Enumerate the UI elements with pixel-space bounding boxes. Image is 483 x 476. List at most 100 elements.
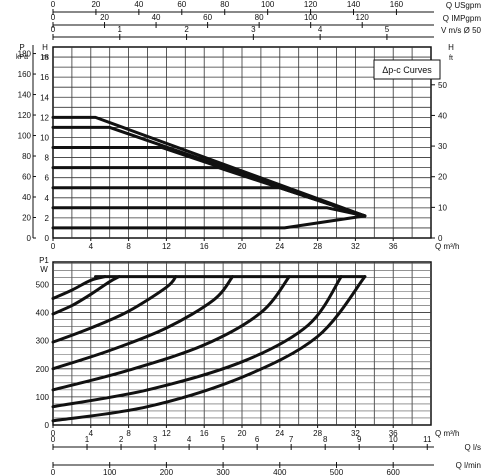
top-secondary-axis-tick-label: 140 (347, 0, 361, 9)
top-y-kpa-tick-label: 180 (18, 50, 32, 59)
top-y-kpa-axis-label: kPa (16, 54, 28, 61)
top-y-m-tick-label: 8 (45, 154, 50, 163)
bottom-curve-3 (51, 275, 178, 344)
top-x-tick-label: 28 (313, 242, 322, 251)
bottom-secondary-axis-tick-label: 11 (423, 435, 432, 444)
top-y-ft-tick-label: 30 (438, 142, 447, 151)
bottom-secondary-axis-tick-label: 10 (389, 435, 398, 444)
bottom-x-tick-label: 20 (238, 429, 247, 438)
top-secondary-axis-tick-label: 60 (203, 13, 212, 22)
top-y-m-tick-label: 14 (40, 93, 49, 102)
top-y-kpa-tick-label: 40 (22, 193, 31, 202)
bottom-secondary-axis-tick-label: 200 (160, 468, 174, 476)
bottom-secondary-axis-tick-label: 0 (51, 435, 56, 444)
bottom-secondary-axis-tick-label: 500 (330, 468, 344, 476)
top-y-m-axis-label: H (42, 43, 48, 52)
top-y-kpa-tick-label: 0 (27, 234, 32, 243)
top-secondary-axis-tick-label: 0 (51, 13, 56, 22)
bottom-x-axis-label: Q m³/h (435, 429, 459, 438)
bottom-curve-6 (51, 275, 343, 409)
top-curve-5 (51, 186, 367, 218)
top-y-kpa-tick-label: 80 (22, 152, 31, 161)
bottom-y-axis-label: W (40, 265, 48, 274)
top-secondary-axis-tick-label: 2 (184, 25, 189, 34)
top-y-m-tick-label: 2 (45, 214, 50, 223)
bottom-x-tick-label: 12 (162, 429, 171, 438)
top-y-ft-tick-label: 10 (438, 203, 447, 212)
bottom-secondary-axis-tick-label: 4 (187, 435, 192, 444)
bottom-x-tick-label: 0 (51, 429, 56, 438)
top-curve-7 (51, 214, 367, 230)
top-secondary-axis-tick-label: 80 (220, 0, 229, 9)
top-y-ft-axis-label: H (448, 43, 454, 52)
top-x-tick-label: 24 (275, 242, 284, 251)
top-y-m-tick-label: 18 (40, 53, 49, 62)
top-secondary-axis-tick-label: 4 (318, 25, 323, 34)
top-secondary-axis-tick-label: 0 (51, 25, 56, 34)
bottom-secondary-axis-tick-label: 2 (119, 435, 124, 444)
top-secondary-axis-tick-label: 1 (118, 25, 123, 34)
bottom-x-tick-label: 24 (275, 429, 284, 438)
bottom-secondary-axis-tick-label: 3 (153, 435, 158, 444)
bottom-secondary-axis-tick-label: 9 (357, 435, 362, 444)
top-secondary-axis-tick-label: 80 (255, 13, 264, 22)
top-x-tick-label: 0 (51, 242, 56, 251)
top-secondary-axis-tick-label: 40 (152, 13, 161, 22)
top-secondary-axis-tick-label: 40 (134, 0, 143, 9)
top-curve-6 (51, 206, 367, 218)
bottom-secondary-axis-tick-label: 5 (221, 435, 226, 444)
bottom-secondary-axis-unit: Q l/min (456, 461, 481, 470)
top-secondary-axis-tick-label: 100 (261, 0, 275, 9)
top-secondary-axis-unit: V m/s Ø 50 (441, 26, 482, 35)
bottom-y-tick-label: 400 (36, 309, 50, 318)
bottom-curve-1 (51, 275, 107, 300)
bottom-curve-5 (51, 275, 291, 392)
top-x-tick-label: 4 (89, 242, 94, 251)
bottom-secondary-axis-tick-label: 7 (289, 435, 294, 444)
bottom-x-tick-label: 16 (200, 429, 209, 438)
top-x-tick-label: 12 (162, 242, 171, 251)
top-y-m-tick-label: 16 (40, 73, 49, 82)
top-secondary-axis-tick-label: 0 (51, 0, 56, 9)
bottom-curve-2 (51, 275, 121, 316)
top-y-m-axis-label: m (42, 54, 48, 61)
top-curve-2 (51, 125, 367, 218)
bottom-secondary-axis-unit: Q l/s (465, 443, 481, 452)
top-secondary-axis-unit: Q USgpm (446, 1, 481, 10)
top-x-tick-label: 16 (200, 242, 209, 251)
bottom-curve-4 (51, 275, 235, 371)
bottom-y-tick-label: 100 (36, 393, 50, 402)
bottom-x-tick-label: 8 (126, 429, 131, 438)
bottom-secondary-axis-tick-label: 600 (387, 468, 401, 476)
bottom-secondary-axis-tick-label: 400 (273, 468, 287, 476)
top-x-tick-label: 36 (389, 242, 398, 251)
bottom-x-tick-label: 32 (351, 429, 360, 438)
top-y-kpa-tick-label: 160 (18, 70, 32, 79)
top-y-m-tick-label: 12 (40, 113, 49, 122)
bottom-y-tick-label: 300 (36, 337, 50, 346)
bottom-secondary-axis-tick-label: 8 (323, 435, 328, 444)
top-y-kpa-tick-label: 100 (18, 132, 32, 141)
top-y-kpa-tick-label: 140 (18, 91, 32, 100)
top-annotation-text: Δp-c Curves (382, 65, 432, 75)
top-y-kpa-tick-label: 20 (22, 214, 31, 223)
bottom-secondary-axis-tick-label: 300 (216, 468, 230, 476)
top-y-ft-tick-label: 0 (438, 234, 443, 243)
bottom-secondary-axis-tick-label: 100 (103, 468, 117, 476)
top-y-kpa-tick-label: 120 (18, 111, 32, 120)
top-secondary-axis-tick-label: 20 (91, 0, 100, 9)
top-y-ft-tick-label: 20 (438, 173, 447, 182)
top-secondary-axis-tick-label: 20 (100, 13, 109, 22)
top-y-kpa-tick-label: 60 (22, 173, 31, 182)
bottom-secondary-axis-tick-label: 6 (255, 435, 260, 444)
bottom-y-tick-label: 500 (36, 280, 50, 289)
top-y-m-tick-label: 10 (40, 133, 49, 142)
top-secondary-axis-tick-label: 60 (177, 0, 186, 9)
bottom-curve-7 (51, 275, 367, 423)
top-secondary-axis-tick-label: 3 (251, 25, 256, 34)
bottom-y-tick-label: 0 (45, 421, 50, 430)
top-x-tick-label: 20 (238, 242, 247, 251)
bottom-x-tick-label: 4 (89, 429, 94, 438)
bottom-y-tick-label: 200 (36, 365, 50, 374)
